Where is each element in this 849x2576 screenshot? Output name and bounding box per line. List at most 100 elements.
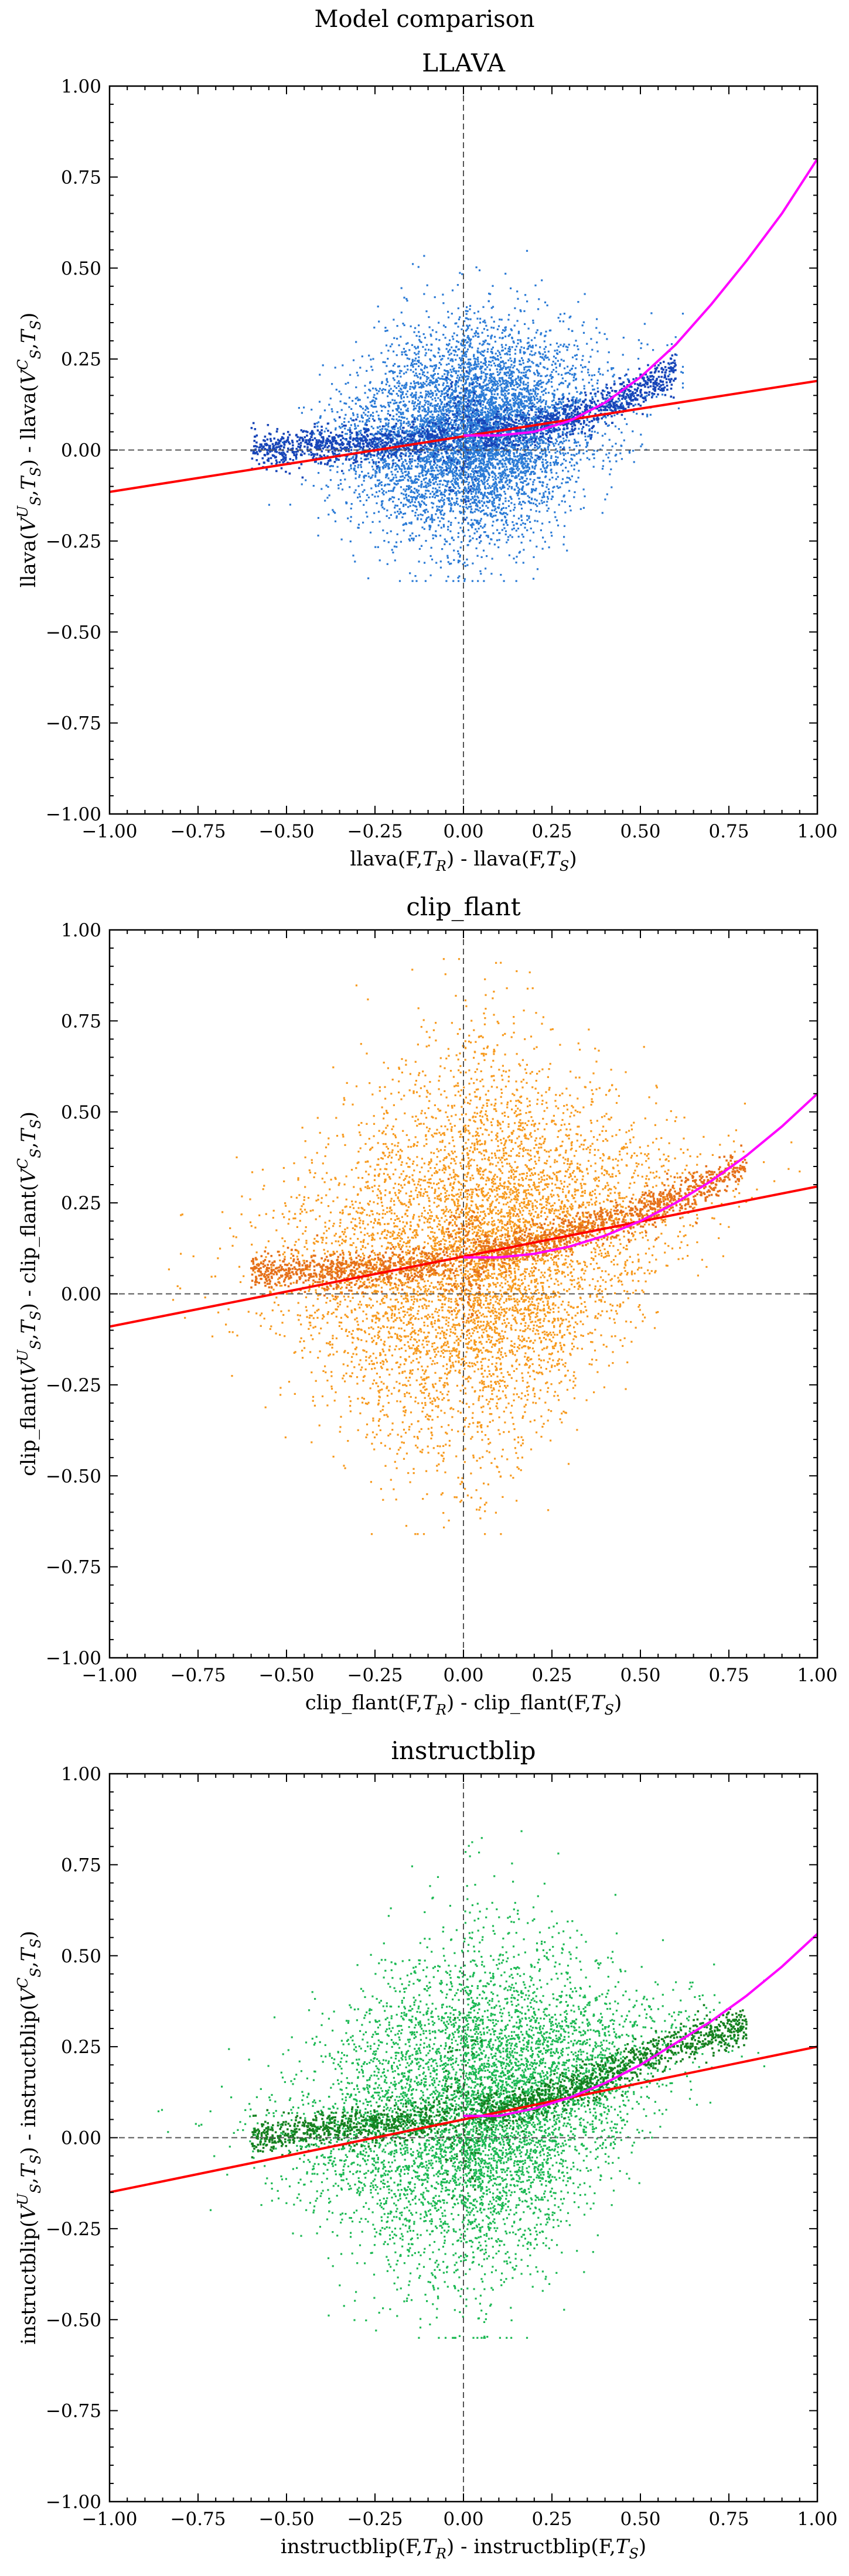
scatter-point [511, 471, 514, 473]
scatter-point [513, 461, 515, 464]
scatter-point [467, 318, 469, 320]
scatter-point [466, 432, 468, 434]
scatter-point [344, 478, 346, 481]
scatter-point [404, 403, 406, 406]
scatter-point [465, 355, 468, 358]
scatter-point [502, 349, 504, 351]
scatter-point [418, 396, 420, 399]
scatter-point [445, 409, 448, 411]
scatter-point [453, 464, 455, 466]
scatter-point [427, 408, 429, 410]
scatter-point [370, 404, 373, 406]
scatter-point [574, 454, 576, 457]
scatter-point [475, 491, 478, 493]
scatter-point [451, 483, 454, 485]
scatter-point [398, 508, 401, 511]
scatter-point [444, 480, 447, 483]
scatter-point [592, 466, 595, 468]
scatter-point [510, 328, 512, 330]
scatter-point [463, 480, 465, 482]
scatter-point [488, 493, 490, 495]
scatter-point [427, 448, 429, 450]
scatter-point [446, 483, 449, 485]
scatter-point [498, 410, 500, 413]
scatter-point [502, 466, 504, 468]
scatter-point [466, 558, 468, 560]
scatter-point [470, 525, 473, 527]
scatter-point [452, 350, 455, 352]
scatter-point [372, 415, 374, 418]
scatter-point [442, 514, 445, 516]
scatter-point [466, 371, 468, 374]
scatter-point [500, 357, 502, 359]
scatter-point [415, 391, 417, 394]
scatter-point [578, 450, 581, 453]
scatter-point [456, 334, 458, 337]
scatter-point [425, 446, 428, 448]
scatter-point [530, 437, 532, 439]
scatter-point [462, 401, 465, 403]
scatter-point [541, 522, 544, 525]
scatter-point [475, 365, 478, 368]
scatter-point [586, 343, 588, 345]
scatter-point [432, 425, 434, 427]
scatter-point [406, 498, 408, 501]
scatter-point [411, 402, 414, 405]
scatter-point [477, 310, 479, 313]
scatter-point [360, 416, 363, 418]
scatter-point [475, 330, 478, 333]
scatter-point [379, 425, 381, 427]
scatter-point [410, 495, 412, 498]
scatter-point [459, 365, 462, 367]
scatter-point [471, 346, 473, 348]
scatter-point [383, 490, 385, 492]
scatter-point [386, 329, 388, 332]
scatter-point [421, 432, 424, 435]
scatter-point [473, 354, 475, 356]
scatter-point [446, 555, 449, 557]
scatter-point [499, 440, 501, 443]
scatter-point [458, 575, 461, 577]
scatter-point [420, 419, 422, 421]
scatter-point [519, 378, 521, 381]
scatter-point [393, 337, 395, 339]
scatter-point [469, 511, 472, 514]
scatter-point [509, 370, 511, 372]
scatter-point [421, 470, 424, 472]
scatter-point [429, 518, 432, 521]
scatter-point [334, 520, 337, 522]
scatter-point [500, 425, 503, 427]
scatter-point [447, 526, 449, 528]
scatter-point [289, 504, 291, 506]
scatter-point [418, 504, 421, 507]
scatter-point [519, 454, 521, 457]
scatter-point [612, 367, 615, 370]
scatter-point [436, 425, 438, 427]
scatter-point [336, 411, 339, 413]
scatter-point [402, 478, 404, 481]
scatter-point [497, 437, 499, 440]
scatter-point [398, 513, 400, 515]
scatter-point [485, 425, 487, 427]
scatter-point [343, 402, 346, 405]
scatter-point [524, 375, 527, 378]
scatter-point [403, 348, 405, 350]
scatter-point [523, 387, 525, 389]
scatter-point [446, 343, 448, 345]
scatter-point [521, 359, 524, 361]
scatter-point [470, 377, 472, 379]
scatter-point [483, 423, 486, 426]
scatter-point [425, 540, 427, 542]
scatter-point [511, 388, 513, 390]
scatter-point [363, 475, 365, 478]
scatter-point [385, 476, 387, 478]
scatter-point [475, 400, 478, 402]
scatter-point [483, 464, 485, 466]
scatter-point [407, 410, 409, 412]
scatter-point [366, 494, 369, 496]
scatter-point [479, 542, 481, 544]
scatter-point [461, 473, 463, 475]
scatter-point [438, 410, 440, 413]
scatter-point [526, 300, 529, 303]
scatter-point [466, 427, 468, 430]
